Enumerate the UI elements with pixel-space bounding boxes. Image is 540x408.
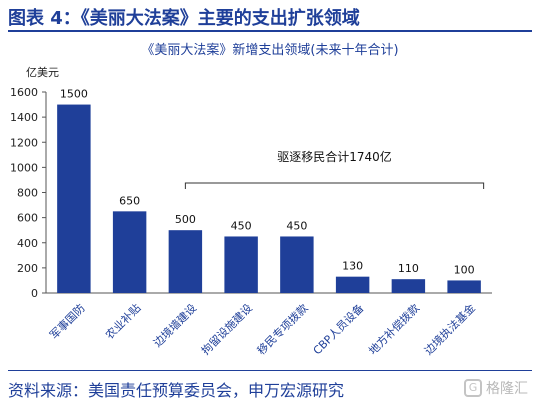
data-label: 130 [342,260,363,273]
bar-4 [224,236,258,293]
data-label: 450 [231,219,252,232]
data-label: 650 [119,194,140,207]
y-axis-label: 亿美元 [26,66,59,79]
y-tick-label: 1000 [10,161,38,174]
x-tick-label: 农业补贴 [102,301,143,342]
bar-3 [168,230,203,293]
x-tick-label: 军事国防 [47,301,88,342]
watermark-logo-icon: G [464,379,482,397]
x-tick-label: 边境墙建设 [150,301,199,350]
bar-1 [57,104,91,293]
bar-7 [391,279,426,293]
data-label: 500 [175,213,196,226]
y-tick-label: 600 [17,212,38,225]
watermark: G 格隆汇 [464,378,528,398]
source-note: 资料来源：美国责任预算委员会，申万宏源研究 [8,381,345,400]
x-tick-label: 移民专项拨款 [254,301,311,358]
bar-8 [447,280,481,293]
y-tick-label: 400 [17,237,38,250]
figure-title: 图表 4：《美丽大法案》主要的支出扩张领域 [8,8,360,29]
y-tick-label: 800 [17,187,38,200]
data-label: 1500 [60,88,88,101]
data-label: 110 [398,262,419,275]
x-tick-label: 地方补偿拨款 [366,301,423,358]
annotation-bracket [184,182,485,189]
y-tick-label: 1600 [10,86,38,99]
bar-6 [335,276,370,293]
watermark-text: 格隆汇 [486,381,528,397]
annotation-label: 驱逐移民合计1740亿 [277,149,392,164]
chart-title: 《美丽大法案》新增支出领域(未来十年合计) [141,42,398,58]
x-tick-label: CBP人员设备 [310,301,366,357]
y-tick-label: 0 [31,287,38,300]
y-tick-label: 200 [17,262,38,275]
y-tick-label: 1400 [10,111,38,124]
bar-chart: 《美丽大法案》新增支出领域(未来十年合计) 亿美元 0 200 400 600 800 100… [10,42,492,358]
data-label: 100 [454,263,475,276]
bar-5 [280,236,314,293]
bar-2 [112,211,147,293]
x-tick-label: 拘留设施建设 [198,301,255,358]
data-label: 450 [286,219,307,232]
title-divider [8,30,532,32]
x-tick-label: 边境执法基金 [421,301,478,358]
source-divider [8,370,532,371]
y-tick-label: 1200 [10,136,38,149]
